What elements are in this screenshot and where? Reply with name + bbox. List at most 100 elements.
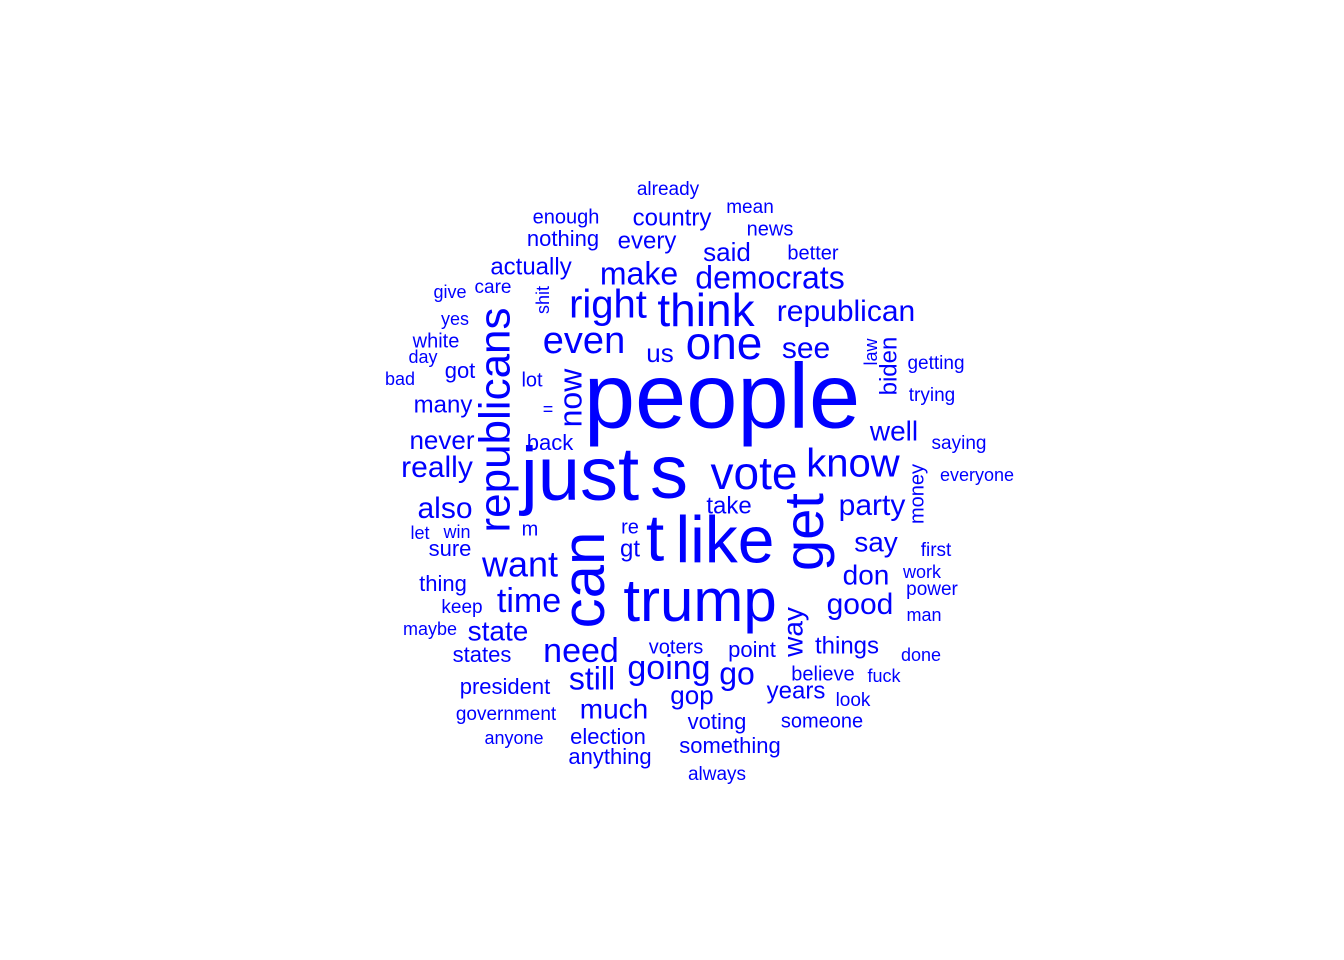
word-keep: keep [441, 597, 482, 618]
word-election: election [570, 724, 646, 749]
word-like: like [675, 502, 774, 576]
word-say: say [854, 526, 898, 557]
word-one: one [686, 317, 763, 369]
word-democrats: democrats [695, 259, 844, 295]
word-even: even [543, 320, 625, 362]
word-power: power [906, 579, 958, 600]
word-president: president [460, 674, 551, 699]
word-voting: voting [688, 709, 747, 734]
word-just: just [519, 432, 639, 517]
word-back: back [527, 430, 574, 455]
word-equals: = [543, 399, 554, 419]
word-people: people [584, 345, 860, 447]
word-maybe: maybe [403, 619, 457, 639]
word-got: got [445, 358, 476, 383]
word-much: much [580, 693, 648, 724]
word-country: country [633, 204, 712, 231]
word-care: care [475, 277, 512, 298]
word-get: get [772, 493, 835, 571]
word-time: time [497, 582, 561, 620]
word-want: want [481, 544, 558, 585]
word-shit: shit [533, 286, 553, 314]
word-s: s [650, 430, 688, 515]
word-white: white [412, 330, 460, 352]
word-already: already [637, 179, 700, 200]
word-first: first [921, 540, 952, 561]
word-government: government [456, 704, 557, 725]
word-mean: mean [726, 197, 774, 218]
word-go: go [719, 655, 755, 691]
word-years: years [767, 677, 826, 704]
word-better: better [787, 242, 838, 264]
word-party: party [839, 489, 906, 522]
word-still: still [569, 660, 615, 696]
word-day: day [408, 347, 437, 367]
word-republicans: republicans [471, 307, 520, 532]
word-everyone: everyone [940, 465, 1014, 485]
word-every: every [618, 227, 677, 254]
word-getting: getting [907, 353, 964, 374]
word-fuck: fuck [867, 666, 901, 686]
word-gt: gt [620, 535, 640, 562]
word-states: states [453, 642, 512, 667]
word-going: going [627, 649, 710, 687]
word-take: take [706, 492, 751, 519]
word-right: right [569, 283, 647, 327]
word-make: make [600, 255, 678, 291]
word-anything: anything [568, 744, 651, 769]
word-t: t [646, 500, 664, 574]
word-something: something [679, 733, 781, 758]
word-gop: gop [670, 680, 713, 710]
word-see: see [782, 332, 830, 365]
word-nothing: nothing [527, 226, 599, 251]
word-vote: vote [711, 447, 798, 499]
word-trump: trump [623, 567, 776, 634]
word-republican: republican [777, 295, 915, 328]
word-things: things [815, 632, 879, 659]
word-way: way [777, 607, 808, 658]
word-us: us [646, 338, 673, 368]
word-now: now [552, 368, 588, 428]
word-never: never [409, 425, 474, 455]
word-think: think [657, 284, 755, 336]
word-biden: biden [875, 337, 902, 396]
word-bad: bad [385, 369, 415, 389]
word-enough: enough [533, 206, 600, 228]
word-many: many [414, 391, 473, 418]
word-law: law [861, 337, 881, 365]
word-voters: voters [649, 636, 703, 658]
word-state: state [468, 615, 529, 646]
word-lot: lot [521, 369, 543, 391]
word-believe: believe [791, 663, 854, 685]
word-sure: sure [429, 536, 472, 561]
word-thing: thing [419, 571, 467, 596]
word-actually: actually [490, 253, 571, 280]
word-give: give [433, 282, 466, 302]
word-point: point [728, 637, 776, 662]
word-done: done [901, 645, 941, 665]
word-always: always [688, 764, 746, 785]
word-trying: trying [909, 385, 955, 406]
word-really: really [401, 451, 473, 484]
word-anyone: anyone [484, 728, 543, 748]
word-look: look [836, 690, 871, 711]
word-money: money [906, 464, 928, 524]
word-m: m [522, 518, 539, 540]
word-said: said [703, 237, 751, 267]
word-also: also [417, 492, 472, 525]
word-need: need [543, 632, 619, 670]
word-someone: someone [781, 710, 863, 732]
word-good: good [827, 588, 894, 621]
word-work: work [902, 562, 942, 582]
word-let: let [410, 523, 429, 543]
word-can: can [550, 532, 617, 629]
word-win: win [442, 522, 470, 542]
word-news: news [747, 218, 794, 240]
word-don: don [843, 559, 890, 590]
word-saying: saying [932, 433, 987, 454]
word-re: re [621, 516, 639, 538]
word-yes: yes [441, 309, 469, 329]
word-well: well [869, 415, 918, 446]
word-know: know [806, 442, 899, 486]
